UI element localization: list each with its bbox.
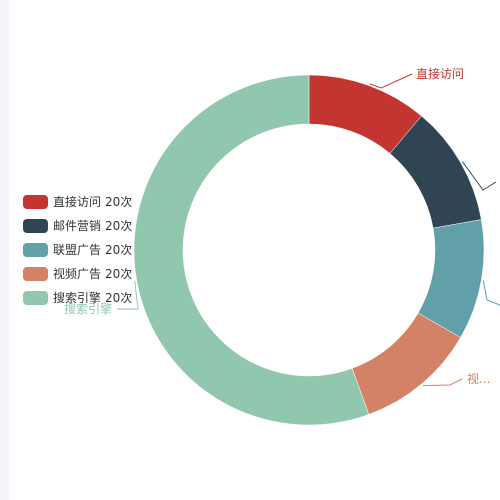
legend: 直接访问 20次 邮件营销 20次 联盟广告 20次 视频广告 20次 搜索引擎 20次 xyxy=(23,193,132,306)
legend-label: 视频广告 xyxy=(53,267,102,281)
legend-value: 20次 xyxy=(105,267,133,281)
slice-label: 搜索引擎 xyxy=(64,301,112,316)
slices-group xyxy=(133,74,485,426)
legend-value: 20次 xyxy=(105,219,133,233)
legend-value: 20次 xyxy=(105,291,133,305)
legend-swatch xyxy=(23,218,48,233)
legend-label: 邮件营销 xyxy=(53,219,102,233)
legend-swatch xyxy=(23,242,48,257)
legend-label: 搜索引擎 xyxy=(53,291,102,305)
slice-search[interactable] xyxy=(133,74,370,426)
slice-label: 直接访问 xyxy=(416,66,464,81)
legend-swatch xyxy=(23,266,48,281)
legend-item-affiliate[interactable]: 联盟广告 20次 xyxy=(23,241,132,258)
slice-video[interactable] xyxy=(351,312,461,415)
legend-label: 直接访问 xyxy=(53,195,102,209)
legend-item-video[interactable]: 视频广告 20次 xyxy=(23,265,132,282)
legend-item-email[interactable]: 邮件营销 20次 xyxy=(23,217,132,234)
callout-line xyxy=(369,73,413,89)
legend-value: 20次 xyxy=(105,243,133,257)
callout-line xyxy=(422,378,463,387)
legend-swatch xyxy=(23,290,48,305)
legend-label: 联盟广告 xyxy=(53,243,102,257)
legend-value: 20次 xyxy=(105,195,133,209)
legend-item-search[interactable]: 搜索引擎 20次 xyxy=(23,289,132,306)
callout-line xyxy=(117,280,139,310)
chart-panel xyxy=(9,0,500,500)
slice-label: 视... xyxy=(467,371,490,386)
callout-line xyxy=(482,280,500,306)
callout-line xyxy=(461,161,497,191)
legend-item-direct[interactable]: 直接访问 20次 xyxy=(23,193,132,210)
legend-swatch xyxy=(23,194,48,209)
